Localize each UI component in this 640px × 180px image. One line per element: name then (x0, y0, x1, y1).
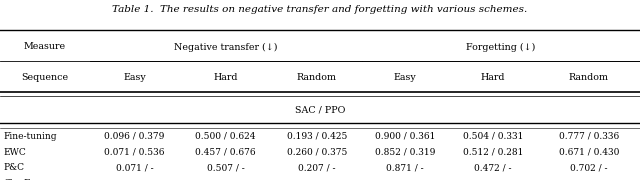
Text: 0.193 / 0.425: 0.193 / 0.425 (287, 132, 347, 141)
Text: Fine-tuning: Fine-tuning (3, 132, 57, 141)
Text: Easy: Easy (394, 73, 416, 82)
Text: 0.005 / 0.043: 0.005 / 0.043 (463, 179, 523, 180)
Text: Sequence: Sequence (21, 73, 68, 82)
Text: Forgetting (↓): Forgetting (↓) (466, 42, 536, 51)
Text: 0.513 / 0.608: 0.513 / 0.608 (195, 179, 256, 180)
Text: 0.852 / 0.319: 0.852 / 0.319 (374, 148, 435, 157)
Text: 0.900 / 0.361: 0.900 / 0.361 (374, 132, 435, 141)
Text: 0.512 / 0.281: 0.512 / 0.281 (463, 148, 523, 157)
Text: 0.096 / 0.379: 0.096 / 0.379 (104, 132, 164, 141)
Text: 0.015 / 0.027: 0.015 / 0.027 (374, 179, 435, 180)
Text: 0.472 / -: 0.472 / - (474, 163, 511, 172)
Text: 0.040 / 0.014: 0.040 / 0.014 (559, 179, 619, 180)
Text: P&C: P&C (3, 163, 24, 172)
Text: Measure: Measure (24, 42, 66, 51)
Text: 0.457 / 0.676: 0.457 / 0.676 (195, 148, 256, 157)
Text: 0.260 / 0.375: 0.260 / 0.375 (287, 148, 347, 157)
Text: 0.276 / 0.438: 0.276 / 0.438 (287, 179, 347, 180)
Text: 0.871 / -: 0.871 / - (386, 163, 424, 172)
Text: 0.207 / -: 0.207 / - (298, 163, 335, 172)
Text: ClonEx: ClonEx (3, 179, 36, 180)
Text: 0.504 / 0.331: 0.504 / 0.331 (463, 132, 523, 141)
Text: Easy: Easy (123, 73, 146, 82)
Text: 0.702 / -: 0.702 / - (570, 163, 607, 172)
Text: 0.777 / 0.336: 0.777 / 0.336 (559, 132, 619, 141)
Text: Random: Random (569, 73, 609, 82)
Text: 0.057 / 0.425: 0.057 / 0.425 (104, 179, 164, 180)
Text: Hard: Hard (481, 73, 505, 82)
Text: Hard: Hard (213, 73, 238, 82)
Text: 0.071 / -: 0.071 / - (116, 163, 153, 172)
Text: 0.071 / 0.536: 0.071 / 0.536 (104, 148, 164, 157)
Text: 0.507 / -: 0.507 / - (207, 163, 244, 172)
Text: EWC: EWC (3, 148, 26, 157)
Text: 0.500 / 0.624: 0.500 / 0.624 (195, 132, 256, 141)
Text: Table 1.  The results on negative transfer and forgetting with various schemes.: Table 1. The results on negative transfe… (113, 5, 527, 14)
Text: Random: Random (297, 73, 337, 82)
Text: 0.671 / 0.430: 0.671 / 0.430 (559, 148, 619, 157)
Text: Negative transfer (↓): Negative transfer (↓) (174, 42, 277, 51)
Text: SAC / PPO: SAC / PPO (295, 106, 345, 115)
